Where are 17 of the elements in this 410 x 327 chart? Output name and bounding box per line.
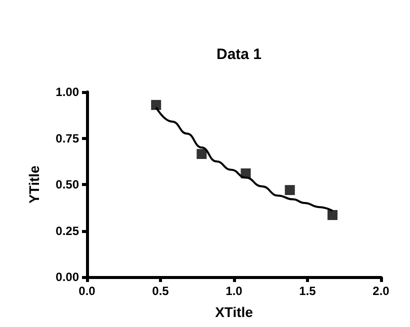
point	[196, 148, 207, 159]
y-tick-label: 1.00	[56, 85, 80, 99]
point	[284, 185, 295, 196]
point	[151, 100, 162, 110]
y-tick-label: 0.25	[56, 224, 80, 238]
x-tick-label: 1.0	[226, 284, 243, 298]
x-tick-label: 0.5	[152, 284, 170, 298]
y-tick-label: 0.50	[56, 178, 80, 192]
chart-title: Data 1	[216, 46, 262, 63]
x-axis-title: XTitle	[215, 304, 254, 320]
point	[327, 210, 338, 220]
x-tick-label: 1.5	[299, 284, 316, 298]
x-tick-label: 2.0	[372, 284, 390, 298]
x-tick-label: 0.0	[78, 284, 96, 298]
y-tick-label: 0.75	[56, 131, 80, 146]
y-axis-title: YTitle	[26, 165, 42, 204]
y-tick-label: 0.00	[56, 270, 80, 284]
